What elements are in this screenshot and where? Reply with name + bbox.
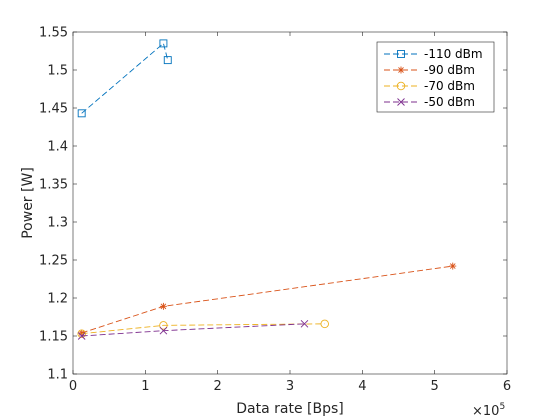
data-point-s2-3 — [449, 262, 457, 270]
y-tick-label: 1.25 — [39, 254, 68, 269]
x-axis-exponent-power: 5 — [499, 402, 505, 412]
data-point-s4-2 — [159, 326, 168, 335]
data-point-s4-3 — [300, 320, 309, 328]
legend-swatch-marker — [396, 81, 406, 91]
data-point-s1-2 — [159, 39, 168, 48]
legend-item-2: -90 dBm — [384, 63, 475, 77]
data-point-s3-1 — [77, 329, 86, 338]
legend-label: -50 dBm — [424, 95, 475, 109]
x-tick-label: 1 — [141, 379, 149, 394]
x-tick-label: 2 — [214, 379, 222, 394]
legend-label: -110 dBm — [424, 47, 483, 61]
legend-item-1: -110 dBm — [384, 47, 483, 61]
data-point-s2-2 — [159, 302, 167, 310]
legend-swatch-marker — [397, 50, 405, 58]
y-tick-label: 1.2 — [47, 292, 68, 307]
y-tick-label: 1.15 — [39, 330, 68, 345]
y-tick-label: 1.5 — [47, 64, 68, 79]
data-point-s2-1 — [78, 329, 86, 337]
y-tick-label: 1.45 — [39, 102, 68, 117]
x-tick-label: 5 — [431, 379, 439, 394]
legend-item-3: -70 dBm — [384, 79, 475, 93]
legend-item-4: -50 dBm — [384, 95, 475, 109]
data-point-s1-1 — [77, 109, 86, 118]
data-point-s3-2 — [159, 321, 168, 330]
x-tick-label: 4 — [358, 379, 366, 394]
y-tick-label: 1.35 — [39, 178, 68, 193]
legend-label: -70 dBm — [424, 79, 475, 93]
x-axis-ticks: 0 1 2 3 4 5 6 — [69, 32, 511, 394]
y-tick-label: 1.4 — [47, 140, 68, 155]
series-line-3 — [81, 323, 325, 335]
legend-label: -90 dBm — [424, 63, 475, 77]
legend-swatch-marker — [397, 98, 405, 106]
y-axis-label: Power [W] — [20, 167, 36, 239]
legend: -110 dBm -90 dBm -70 dBm -50 dBm — [376, 41, 495, 113]
data-point-s4-1 — [77, 332, 86, 340]
series-line-1 — [81, 42, 169, 114]
legend-swatch-marker — [397, 66, 405, 74]
data-point-s3-3 — [320, 319, 329, 329]
x-axis-label: Data rate [Bps] — [236, 401, 343, 417]
x-axis-exponent: ×105 — [472, 402, 505, 419]
y-axis-ticks: 1.1 1.15 1.2 1.25 1.3 1.35 1.4 1.45 1.5 1.55 — [39, 26, 507, 383]
x-tick-label: 0 — [69, 379, 77, 394]
series-layer — [77, 39, 457, 340]
y-tick-label: 1.3 — [47, 216, 68, 231]
y-tick-label: 1.55 — [39, 26, 68, 41]
y-tick-label: 1.1 — [47, 368, 68, 383]
x-tick-label: 3 — [286, 379, 294, 394]
x-tick-label: 6 — [503, 379, 511, 394]
x-axis-exponent-base: ×10 — [472, 404, 499, 419]
data-point-s1-3 — [163, 56, 172, 65]
